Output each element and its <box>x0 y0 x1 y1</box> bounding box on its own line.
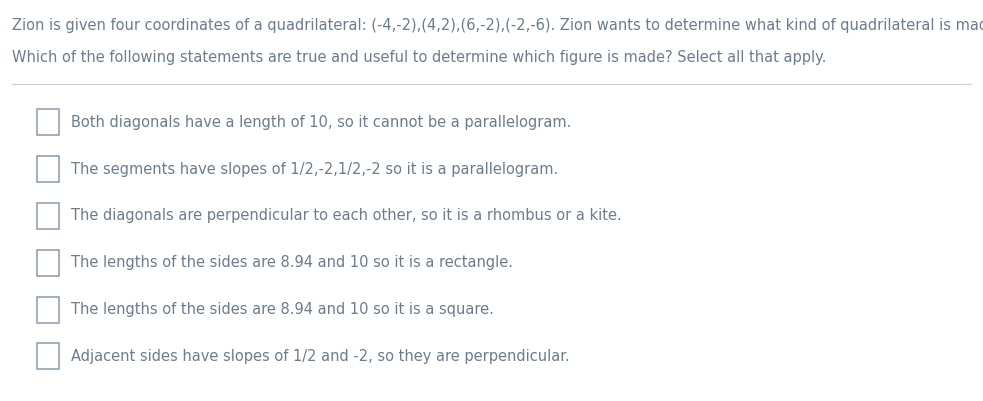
Bar <box>37 343 59 369</box>
Text: The lengths of the sides are 8.94 and 10 so it is a square.: The lengths of the sides are 8.94 and 10… <box>71 302 493 317</box>
Bar <box>37 297 59 322</box>
Text: Both diagonals have a length of 10, so it cannot be a parallelogram.: Both diagonals have a length of 10, so i… <box>71 115 571 130</box>
Bar <box>37 203 59 229</box>
Text: Which of the following statements are true and useful to determine which figure : Which of the following statements are tr… <box>12 50 826 65</box>
Text: The diagonals are perpendicular to each other, so it is a rhombus or a kite.: The diagonals are perpendicular to each … <box>71 208 621 223</box>
Bar <box>37 156 59 182</box>
Bar <box>37 109 59 136</box>
Text: Zion is given four coordinates of a quadrilateral: (-4,-2),(4,2),(6,-2),(-2,-6).: Zion is given four coordinates of a quad… <box>12 18 983 33</box>
Bar <box>37 249 59 276</box>
Text: Adjacent sides have slopes of 1/2 and -2, so they are perpendicular.: Adjacent sides have slopes of 1/2 and -2… <box>71 348 569 364</box>
Text: The lengths of the sides are 8.94 and 10 so it is a rectangle.: The lengths of the sides are 8.94 and 10… <box>71 255 513 270</box>
Text: The segments have slopes of 1/2,-2,1/2,-2 so it is a parallelogram.: The segments have slopes of 1/2,-2,1/2,-… <box>71 162 558 177</box>
